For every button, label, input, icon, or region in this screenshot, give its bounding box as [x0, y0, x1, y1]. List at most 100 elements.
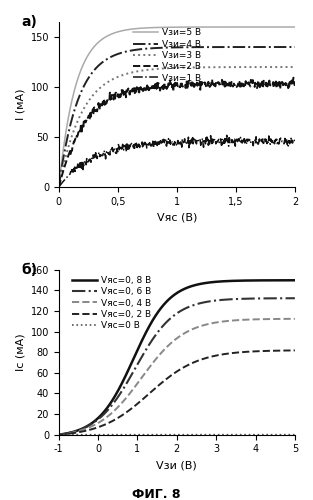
Vзи=5 В — [169, 24, 173, 30]
Vяс=0, 8 В — [99, 412, 102, 418]
Vзи=4 В — [171, 44, 174, 51]
Vзи=5 В — [287, 24, 291, 30]
Vзи=2 В — [250, 82, 254, 87]
Vзи=1 В — [171, 139, 174, 145]
Vяс=0, 2 В — [118, 414, 121, 420]
Vяс=0 В — [196, 432, 200, 438]
Vяс=0, 2 В — [293, 348, 297, 354]
X-axis label: Vзи (В): Vзи (В) — [156, 460, 197, 470]
Vзи=3 В — [185, 64, 188, 70]
Vзи=4 В — [57, 184, 61, 190]
Vзи=3 В — [169, 65, 173, 71]
Vзи=3 В — [287, 64, 291, 70]
Vяс=0, 6 В — [164, 320, 167, 326]
Text: б): б) — [21, 263, 37, 277]
Vяс=0, 4 В — [118, 402, 121, 408]
Vяс=0, 8 В — [118, 385, 121, 391]
Vзи=1 В — [57, 184, 61, 190]
Vзи=2 В — [287, 84, 291, 89]
Vяс=0, 6 В — [99, 414, 102, 420]
Vзи=4 В — [287, 44, 291, 50]
Line: Vзи=3 В: Vзи=3 В — [59, 67, 295, 187]
Line: Vяс=0, 4 В: Vяс=0, 4 В — [59, 319, 295, 434]
Vяс=0, 2 В — [99, 424, 102, 430]
Vзи=1 В — [169, 140, 173, 145]
Vяс=0, 6 В — [196, 301, 200, 307]
Legend: Vзи=5 В, Vзи=4 В, Vзи=3 В, Vзи=2 В, Vзи=1 В: Vзи=5 В, Vзи=4 В, Vзи=3 В, Vзи=2 В, Vзи=… — [129, 25, 205, 86]
Vяс=0, 2 В — [214, 352, 218, 358]
Text: а): а) — [21, 16, 37, 30]
Vяс=0, 8 В — [293, 278, 297, 283]
Vяс=0 В — [164, 432, 167, 438]
Line: Vзи=2 В: Vзи=2 В — [59, 78, 295, 187]
Vяс=0, 4 В — [57, 432, 61, 438]
Vяс=0, 6 В — [235, 296, 239, 302]
Vзи=3 В — [171, 65, 174, 71]
Vзи=1 В — [293, 140, 297, 146]
Vзи=2 В — [292, 74, 295, 80]
Vяс=0, 4 В — [99, 418, 102, 424]
Vяс=0, 8 В — [164, 300, 167, 306]
Vяс=0, 4 В — [214, 320, 218, 326]
Vзи=3 В — [250, 64, 254, 70]
Line: Vзи=4 В: Vзи=4 В — [59, 47, 295, 187]
Vзи=2 В — [171, 82, 174, 88]
Vяс=0, 4 В — [235, 317, 239, 323]
X-axis label: Vяс (В): Vяс (В) — [156, 212, 197, 222]
Vзи=1 В — [198, 136, 201, 142]
Legend: Vяс=0, 8 В, Vяс=0, 6 В, Vяс=0, 4 В, Vяс=0, 2 В, Vяс=0 В: Vяс=0, 8 В, Vяс=0, 6 В, Vяс=0, 4 В, Vяс=… — [68, 272, 154, 334]
Vяс=0 В — [118, 432, 121, 438]
Line: Vяс=0, 2 В: Vяс=0, 2 В — [59, 350, 295, 434]
Vзи=1 В — [288, 140, 291, 146]
Vзи=3 В — [57, 184, 61, 190]
Vзи=2 В — [293, 83, 297, 89]
Vзи=3 В — [198, 64, 201, 70]
Vзи=2 В — [57, 184, 61, 190]
Vзи=2 В — [185, 78, 188, 84]
Vзи=4 В — [198, 44, 201, 50]
Line: Vзи=1 В: Vзи=1 В — [59, 136, 295, 187]
Vяс=0 В — [214, 432, 218, 438]
Vзи=5 В — [198, 24, 201, 30]
Vзи=1 В — [225, 132, 228, 138]
Vзи=1 В — [251, 139, 255, 145]
Vзи=3 В — [293, 64, 297, 70]
Y-axis label: Iс (мА): Iс (мА) — [15, 334, 25, 371]
Vяс=0, 2 В — [235, 350, 239, 356]
Vзи=5 В — [171, 24, 174, 30]
Text: ФИГ. 8: ФИГ. 8 — [132, 488, 181, 500]
Vяс=0, 2 В — [164, 376, 167, 382]
Vяс=0, 4 В — [196, 324, 200, 330]
Vзи=4 В — [250, 44, 254, 50]
Vзи=5 В — [293, 24, 297, 30]
Vзи=5 В — [57, 184, 61, 190]
Vяс=0, 6 В — [57, 432, 61, 438]
Vяс=0 В — [99, 432, 102, 438]
Vяс=0, 6 В — [118, 392, 121, 398]
Vзи=4 В — [293, 44, 297, 50]
Vзи=5 В — [250, 24, 254, 30]
Line: Vзи=5 В: Vзи=5 В — [59, 27, 295, 187]
Vзи=4 В — [169, 44, 173, 51]
Vзи=2 В — [169, 80, 173, 86]
Vяс=0, 6 В — [214, 298, 218, 304]
Vзи=1 В — [185, 140, 188, 146]
Vяс=0, 8 В — [235, 278, 239, 283]
Vзи=2 В — [198, 81, 201, 87]
Vяс=0, 8 В — [214, 279, 218, 285]
Vяс=0, 8 В — [196, 282, 200, 288]
Vяс=0, 4 В — [293, 316, 297, 322]
Vяс=0 В — [293, 432, 297, 438]
Vзи=5 В — [185, 24, 188, 30]
Vяс=0, 2 В — [196, 358, 200, 364]
Vяс=0, 6 В — [293, 295, 297, 301]
Vяс=0 В — [57, 432, 61, 438]
Vяс=0, 8 В — [57, 432, 61, 438]
Vяс=0 В — [235, 432, 239, 438]
Vяс=0, 2 В — [57, 432, 61, 438]
Y-axis label: I (мА): I (мА) — [15, 89, 25, 120]
Line: Vяс=0, 6 В: Vяс=0, 6 В — [59, 298, 295, 434]
Line: Vяс=0, 8 В: Vяс=0, 8 В — [59, 280, 295, 434]
Vяс=0, 4 В — [164, 345, 167, 351]
Vзи=4 В — [185, 44, 188, 50]
